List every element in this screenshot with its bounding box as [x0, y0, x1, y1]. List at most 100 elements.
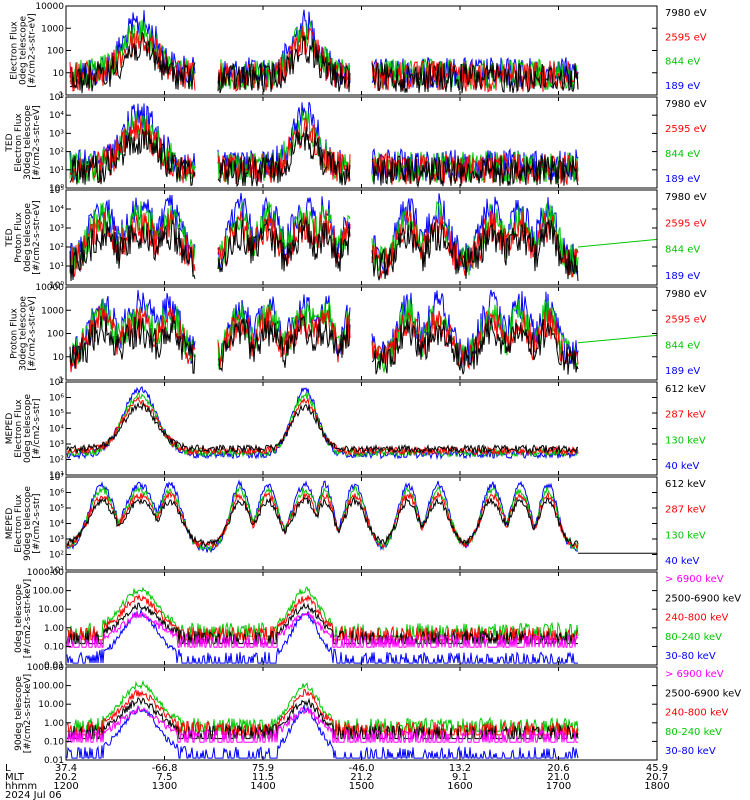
y-tick-label: 10² [49, 456, 64, 466]
legend-entry: 40 keV [665, 556, 699, 567]
legend-entry: 2595 eV [665, 315, 707, 326]
legend-entry: 130 keV [665, 530, 706, 541]
y-axis-label: Electron Flux [14, 494, 24, 553]
y-axis-label: [#/cm2-s-str] [32, 493, 42, 553]
series-line-4 [66, 586, 579, 637]
series-line-1 [69, 126, 579, 188]
series-line-1 [66, 401, 578, 455]
y-tick-label: 10.00 [38, 605, 64, 615]
series-line-2 [66, 602, 578, 645]
y-tick-label: 10³ [49, 224, 64, 234]
y-axis-label: Electron Flux [10, 21, 20, 80]
y-tick-label: 10³ [49, 440, 64, 450]
x-tick-label: 13.2 [449, 763, 471, 774]
legend-entry: 80-240 keV [665, 632, 722, 643]
y-tick-label: 10⁴ [49, 205, 64, 215]
y-tick-label: 1000 [41, 306, 64, 316]
x-tick-label: 20.7 [646, 772, 668, 783]
x-tick-label: 1800 [644, 781, 669, 792]
plot-area [69, 101, 579, 188]
legend-entry: 30-80 keV [665, 651, 716, 662]
series-line-3 [67, 593, 579, 641]
y-axis-label: Electron Flux [14, 399, 24, 458]
plot-area [66, 386, 579, 460]
legend-entry: 240-800 keV [665, 708, 729, 719]
panel-1: 10000 1000 100 10 1 Electron Flux 0deg telesco… [10, 2, 707, 101]
legend-entry: 40 keV [665, 461, 699, 472]
x-tick-label: 20.2 [55, 772, 77, 783]
x-axis-row-name: L [5, 763, 11, 774]
legend-entry: 7980 eV [665, 289, 707, 300]
y-axis-label: TED [5, 228, 15, 247]
y-tick-label: 10⁵ [49, 504, 64, 514]
legend-entry: > 6900 keV [665, 574, 724, 585]
panel-6: 10⁷ 10⁶ 10⁵ 10⁴ 10³ 10² 10¹ MEPED Electron Flux 9… [5, 473, 706, 576]
y-tick-label: 10⁴ [49, 425, 64, 435]
panel-2: 10⁵ 10⁴ 10³ 10² 10¹ 10⁰ TED Electron Flux 30deg … [5, 93, 707, 194]
series-line-5 [66, 705, 579, 759]
y-axis-label: 90deg telescope [14, 676, 24, 751]
series-line-3 [66, 688, 579, 736]
date-label: 2024 Jul 06 [5, 790, 62, 800]
panel-4: 10000 1000 100 10 1 Proton Flux 30deg telescop… [10, 283, 707, 386]
y-axis-label: 90deg telescope [23, 486, 33, 561]
y-axis-label: [#/cm2-s-str-eV] [28, 296, 38, 371]
legend-entry: 2500-6900 keV [665, 688, 741, 699]
y-tick-label: 10⁷ [49, 473, 64, 483]
series-line-5 [66, 608, 578, 664]
x-tick-label: 11.5 [252, 772, 274, 783]
legend-entry: 130 keV [665, 435, 706, 446]
plot-area [66, 679, 579, 759]
y-axis-label: 30deg telescope [23, 105, 33, 180]
legend-entry: 2595 eV [665, 124, 707, 135]
y-tick-label: 10³ [49, 535, 64, 545]
y-tick-label: 10.00 [38, 700, 64, 710]
legend-entry: > 6900 keV [665, 669, 724, 680]
y-tick-label: 10² [49, 551, 64, 561]
trailing-segment [577, 334, 657, 344]
trailing-segment [577, 238, 657, 248]
y-tick-label: 1000.00 [27, 663, 64, 673]
series-line-1 [66, 496, 579, 547]
x-tick-label: 21.0 [547, 772, 569, 783]
legend-entry: 7980 eV [665, 99, 707, 110]
series-line-1 [69, 315, 579, 375]
x-tick-label: 20.6 [547, 763, 569, 774]
series-line-3 [66, 485, 579, 552]
y-tick-label: 10⁵ [49, 93, 64, 103]
plot-area [66, 586, 579, 664]
y-tick-label: 10¹ [49, 262, 64, 272]
legend-entry: 7980 eV [665, 192, 707, 203]
panel-8: 1000.00 100.00 10.00 1.00 0.10 0.01 90deg tele… [14, 663, 741, 766]
legend-entry: 240-800 keV [665, 613, 729, 624]
y-axis-label: [#/cm2-s-str-keV] [23, 579, 33, 658]
x-tick-label: -66.8 [152, 763, 178, 774]
panel-frame [65, 381, 658, 476]
y-axis-label: [#/cm2-s-str-eV] [28, 13, 38, 88]
y-axis-label: [#/cm2-s-str-eV] [32, 200, 42, 275]
legend-entry: 612 keV [665, 479, 706, 490]
plot-area [69, 9, 579, 94]
y-tick-label: 10¹ [49, 566, 64, 576]
x-tick-label: 1600 [447, 781, 472, 792]
plot-area [69, 192, 657, 282]
plot-area [69, 289, 657, 375]
legend-entry: 2500-6900 keV [665, 593, 741, 604]
y-tick-label: 1000 [41, 24, 64, 34]
legend-entry: 2595 eV [665, 218, 707, 229]
y-tick-label: 10² [49, 148, 64, 158]
y-tick-label: 10⁰ [49, 281, 64, 291]
x-tick-label: 37.4 [55, 763, 77, 774]
series-line-1 [67, 705, 578, 743]
y-axis-label: TED [5, 133, 15, 152]
y-tick-label: 10000 [35, 283, 64, 293]
panel-7: 1000.00 100.00 10.00 1.00 0.10 0.01 0deg teles… [14, 568, 741, 671]
legend-entry: 287 keV [665, 410, 706, 421]
legend-entry: 7980 eV [665, 8, 707, 19]
y-tick-label: 10² [49, 243, 64, 253]
legend-entry: 844 eV [665, 149, 700, 160]
y-tick-label: 10⁵ [49, 409, 64, 419]
